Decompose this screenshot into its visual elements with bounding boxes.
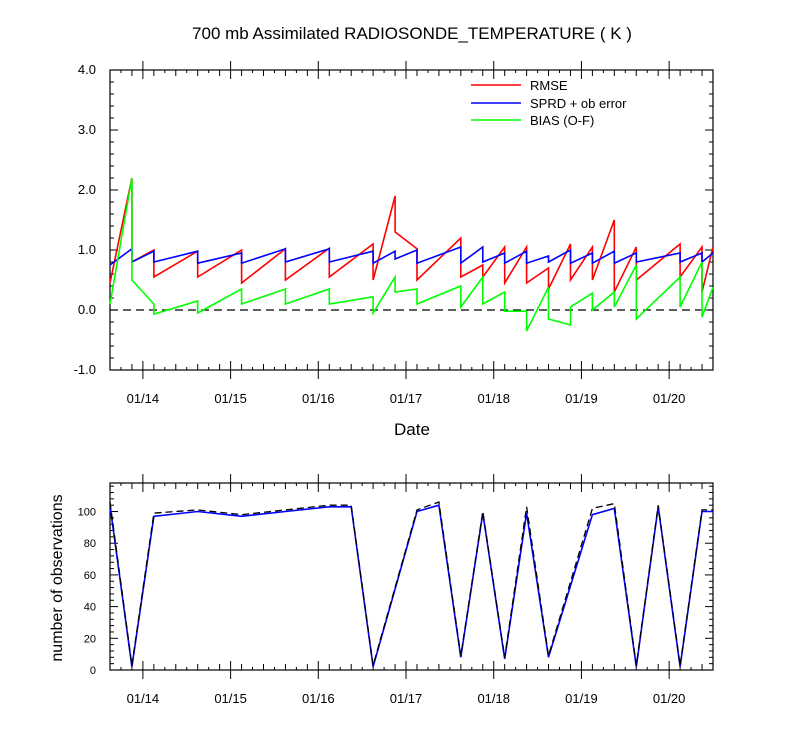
x-tick-label: 01/14 bbox=[127, 691, 160, 706]
series-line-obs-possible bbox=[109, 501, 713, 666]
series-line-rmse bbox=[109, 177, 714, 293]
y-tick-label: 100 bbox=[78, 507, 96, 519]
x-tick-label: 01/19 bbox=[565, 391, 598, 406]
y-tick-label: 3.0 bbox=[78, 122, 96, 137]
y-tick-label: 0.0 bbox=[78, 302, 96, 317]
y-tick-label: 0 bbox=[90, 665, 96, 677]
x-tick-label: 01/16 bbox=[302, 691, 335, 706]
y-tick-label: 80 bbox=[84, 538, 96, 550]
x-tick-label: 01/15 bbox=[214, 391, 247, 406]
x-tick-label: 01/18 bbox=[477, 691, 510, 706]
legend-label-rmse: RMSE bbox=[530, 78, 568, 93]
series-line-sprd-ob-error bbox=[109, 245, 714, 266]
x-tick-label: 01/19 bbox=[565, 691, 598, 706]
bottom-chart: 100 80 60 40 20 0 01/14 01/15 01/16 01/17 01/18 01… bbox=[49, 474, 714, 706]
y-tick-label: 2.0 bbox=[78, 182, 96, 197]
y-tick-label: 4.0 bbox=[78, 62, 96, 77]
x-axis-label: Date bbox=[394, 420, 430, 439]
legend: RMSE SPRD + ob error BIAS (O-F) bbox=[471, 78, 627, 128]
top-chart: 700 mb Assimilated RADIOSONDE_TEMPERATUR… bbox=[74, 24, 714, 439]
x-tick-label: 01/17 bbox=[390, 691, 423, 706]
x-tick-label: 01/20 bbox=[653, 391, 686, 406]
x-tick-label: 01/18 bbox=[477, 391, 510, 406]
y-tick-label: -1.0 bbox=[74, 362, 96, 377]
y-tick-label: 40 bbox=[84, 602, 96, 614]
legend-label-sprd: SPRD + ob error bbox=[530, 96, 627, 111]
y-tick-label: 1.0 bbox=[78, 242, 96, 257]
y-tick-label: 60 bbox=[84, 570, 96, 582]
y-tick-label: 20 bbox=[84, 633, 96, 645]
x-tick-label: 01/14 bbox=[127, 391, 160, 406]
chart-title: 700 mb Assimilated RADIOSONDE_TEMPERATUR… bbox=[192, 24, 632, 43]
x-tick-label: 01/20 bbox=[653, 691, 686, 706]
top-plot-frame bbox=[109, 69, 714, 371]
bottom-plot-frame bbox=[109, 482, 714, 671]
x-tick-label: 01/15 bbox=[214, 691, 247, 706]
x-tick-label: 01/17 bbox=[390, 391, 423, 406]
series-line-bias-o-f bbox=[109, 177, 714, 332]
x-tick-label: 01/16 bbox=[302, 391, 335, 406]
y-axis-label-observations: number of observations bbox=[49, 494, 66, 661]
legend-label-bias: BIAS (O-F) bbox=[530, 113, 594, 128]
